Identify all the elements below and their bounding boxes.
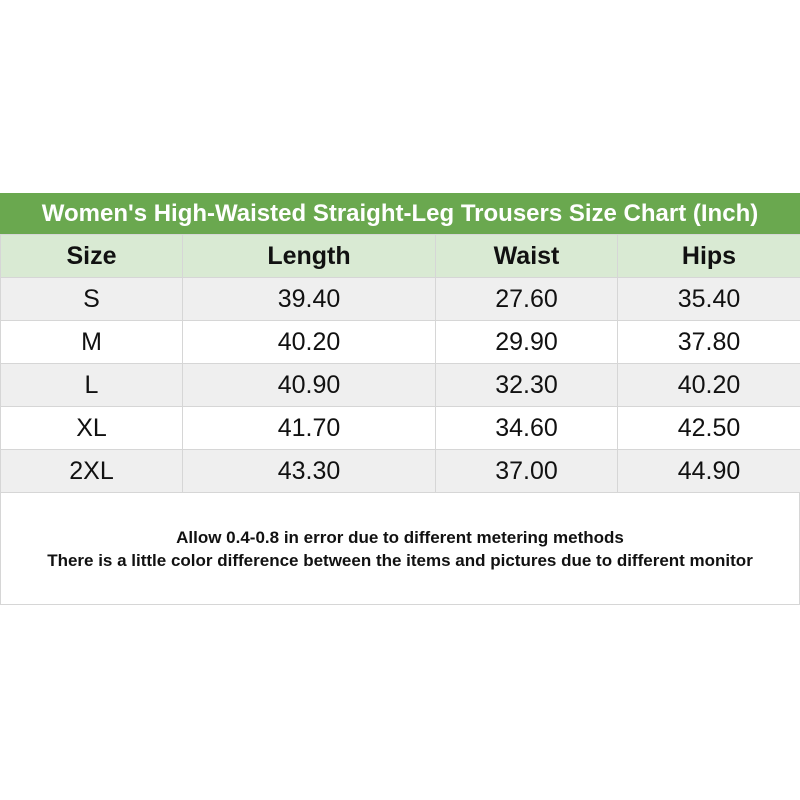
table-cell: 35.40 <box>617 277 800 321</box>
header-row: Size Length Waist Hips <box>0 234 800 278</box>
table-cell: 32.30 <box>435 363 618 407</box>
table-cell: 37.80 <box>617 320 800 364</box>
chart-title: Women's High-Waisted Straight-Leg Trouse… <box>0 193 800 234</box>
table-cell: S <box>0 277 183 321</box>
table-row: 2XL 43.30 37.00 44.90 <box>0 449 800 493</box>
table-cell: XL <box>0 406 183 450</box>
column-header: Waist <box>435 234 618 278</box>
size-chart: Women's High-Waisted Straight-Leg Trouse… <box>0 193 800 605</box>
size-table: Size Length Waist Hips S 39.40 27.60 35.40 M… <box>0 234 800 493</box>
table-cell: 40.90 <box>182 363 436 407</box>
table-cell: 41.70 <box>182 406 436 450</box>
note-line: Allow 0.4-0.8 in error due to different … <box>176 527 624 547</box>
column-header: Hips <box>617 234 800 278</box>
table-cell: M <box>0 320 183 364</box>
column-header: Size <box>0 234 183 278</box>
table-cell: 43.30 <box>182 449 436 493</box>
notes: Allow 0.4-0.8 in error due to different … <box>0 493 800 605</box>
table-cell: 29.90 <box>435 320 618 364</box>
table-row: S 39.40 27.60 35.40 <box>0 277 800 321</box>
table-cell: 42.50 <box>617 406 800 450</box>
table-row: M 40.20 29.90 37.80 <box>0 320 800 364</box>
table-cell: 40.20 <box>182 320 436 364</box>
table-row: L 40.90 32.30 40.20 <box>0 363 800 407</box>
table-cell: 27.60 <box>435 277 618 321</box>
column-header: Length <box>182 234 436 278</box>
table-cell: 34.60 <box>435 406 618 450</box>
table-cell: 37.00 <box>435 449 618 493</box>
table-row: XL 41.70 34.60 42.50 <box>0 406 800 450</box>
table-cell: 40.20 <box>617 363 800 407</box>
table-cell: L <box>0 363 183 407</box>
table-cell: 44.90 <box>617 449 800 493</box>
table-cell: 39.40 <box>182 277 436 321</box>
table-cell: 2XL <box>0 449 183 493</box>
note-line: There is a little color difference betwe… <box>47 550 753 570</box>
